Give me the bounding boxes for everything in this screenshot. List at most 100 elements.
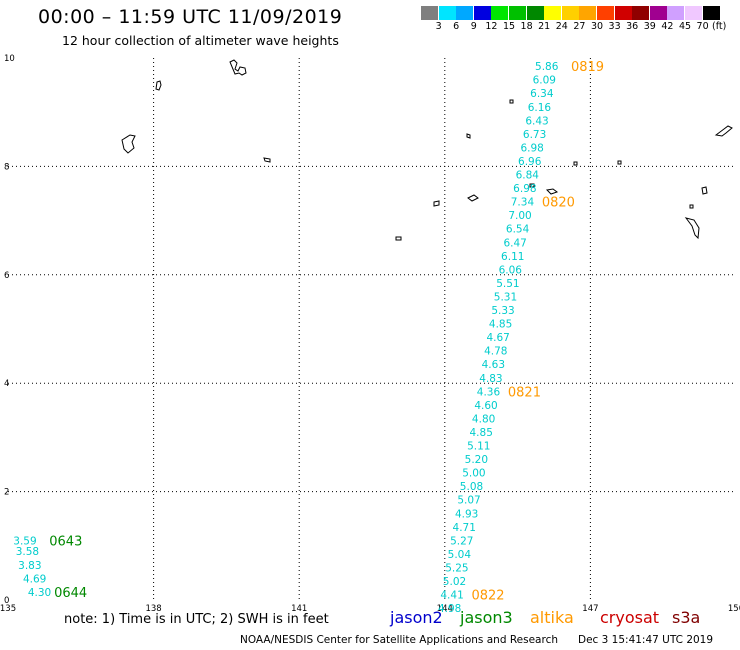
swh-value: 4.71: [453, 522, 476, 534]
legend-swatch: [544, 6, 562, 20]
legend-swatch: [438, 6, 456, 20]
time-label: 0821: [508, 385, 541, 400]
swh-value: 6.54: [506, 224, 530, 236]
legend-swatch: [561, 6, 579, 20]
y-tick-label: 10: [4, 54, 15, 64]
swh-value: 4.80: [472, 413, 495, 425]
axis-ticks: 135 138 141 144 147 150 0 2 4 6 8 10: [0, 54, 740, 614]
island-outline: [433, 200, 440, 207]
swh-value: 6.73: [523, 129, 546, 141]
legend-swatch: [421, 6, 438, 20]
swh-value: 6.98: [513, 183, 536, 195]
island-outline: [529, 183, 535, 188]
satellite-label-altika: altika: [530, 608, 574, 627]
swh-value: 5.25: [445, 562, 468, 574]
swh-value: 4.63: [482, 359, 505, 371]
swh-value: 5.86: [535, 61, 559, 73]
legend-label: 24: [555, 21, 568, 32]
swh-value: 5.04: [448, 549, 472, 561]
swh-value: 6.09: [533, 75, 556, 87]
timestamp-text: Dec 3 15:41:47 UTC 2019: [578, 634, 714, 646]
swh-value: 6.06: [499, 264, 523, 276]
island-outline: [545, 188, 559, 195]
note-text: note: 1) Time is in UTC; 2) SWH is in fe…: [64, 612, 329, 627]
color-legend: 3 6 9 12 15 18 21 24 27 30 33 36 39 42 45 70 (ft): [0, 0, 740, 40]
swh-value: 4.60: [474, 400, 497, 412]
legend-label: 15: [502, 21, 516, 32]
x-tick-label: 144: [437, 604, 453, 614]
coastlines: [121, 59, 733, 241]
satellite-label-s3a: s3a: [672, 608, 701, 627]
legend-label: 12: [485, 21, 498, 32]
legend-swatch: [509, 6, 526, 20]
x-tick-label: 147: [582, 604, 598, 614]
swh-value: 6.16: [528, 102, 552, 114]
credit-text: NOAA/NESDIS Center for Satellite Applica…: [240, 634, 558, 646]
legend-label: 36: [626, 21, 639, 32]
y-tick-label: 6: [4, 271, 9, 281]
swh-values: 5.866.096.346.166.436.736.986.966.846.98…: [13, 61, 558, 615]
legend-swatch: [491, 6, 509, 20]
legend-swatch: [685, 6, 702, 20]
island-outline: [155, 80, 162, 91]
legend-swatch: [667, 6, 685, 20]
swh-value: 5.11: [467, 441, 490, 453]
swh-value: 5.51: [496, 278, 519, 290]
swh-value: 4.69: [23, 573, 46, 585]
swh-value: 5.00: [462, 468, 485, 480]
x-tick-label: 135: [0, 604, 16, 614]
swh-value: 4.85: [470, 427, 493, 439]
x-tick-label: 150: [728, 604, 740, 614]
swh-value: 5.33: [491, 305, 514, 317]
swh-value: 6.98: [520, 142, 543, 154]
x-tick-label: 138: [145, 604, 161, 614]
swh-value: 6.84: [516, 170, 540, 182]
satellite-label-jason3: jason3: [460, 608, 513, 627]
island-outline: [467, 194, 479, 202]
time-label: 0643: [49, 534, 82, 549]
island-outline: [121, 134, 136, 154]
swh-value: 3.58: [16, 546, 39, 558]
swh-value: 7.00: [508, 210, 531, 222]
swh-value: 5.31: [494, 291, 517, 303]
legend-swatch: [649, 6, 667, 20]
legend-swatch: [632, 6, 650, 20]
satellite-label-cryosat: cryosat: [600, 608, 660, 627]
satellite-label-jason2: jason2: [390, 608, 443, 627]
time-label: 0822: [471, 589, 504, 604]
swh-value: 6.11: [501, 251, 524, 263]
swh-value: 6.47: [503, 237, 526, 249]
legend-swatch: [702, 6, 720, 20]
legend-label: 30: [590, 21, 604, 32]
x-tick-label: 141: [291, 604, 307, 614]
swh-value: 5.27: [450, 535, 473, 547]
island-outline: [689, 204, 694, 209]
legend-label: 6: [453, 21, 460, 32]
y-tick-label: 0: [4, 596, 9, 606]
legend-label: 27: [573, 21, 586, 32]
island-outline: [701, 186, 708, 195]
swh-value: 3.83: [18, 560, 41, 572]
swh-value: 6.96: [518, 156, 542, 168]
swh-value: 5.08: [460, 481, 483, 493]
legend-label: 21: [538, 21, 551, 32]
swh-value: 4.78: [484, 346, 507, 358]
swh-value: 4.41: [440, 590, 463, 602]
legend-swatch: [579, 6, 597, 20]
map-grid: [8, 58, 736, 600]
swh-value: 3.59: [13, 535, 36, 547]
swh-value: 4.67: [486, 332, 509, 344]
swh-value: 4.36: [477, 386, 501, 398]
island-outline: [395, 236, 402, 241]
island-outline: [617, 160, 622, 165]
time-labels: 0819 0820 0821 0822 0643 0644: [49, 60, 604, 603]
legend-swatch: [456, 6, 474, 20]
legend-label: 9: [470, 21, 477, 32]
legend-label: 18: [520, 21, 533, 32]
swh-value: 4.83: [479, 373, 502, 385]
island-outline: [229, 59, 247, 76]
swh-value: 4.98: [438, 603, 461, 615]
legend-unit: (ft): [712, 21, 727, 32]
swh-value: 5.07: [457, 495, 480, 507]
